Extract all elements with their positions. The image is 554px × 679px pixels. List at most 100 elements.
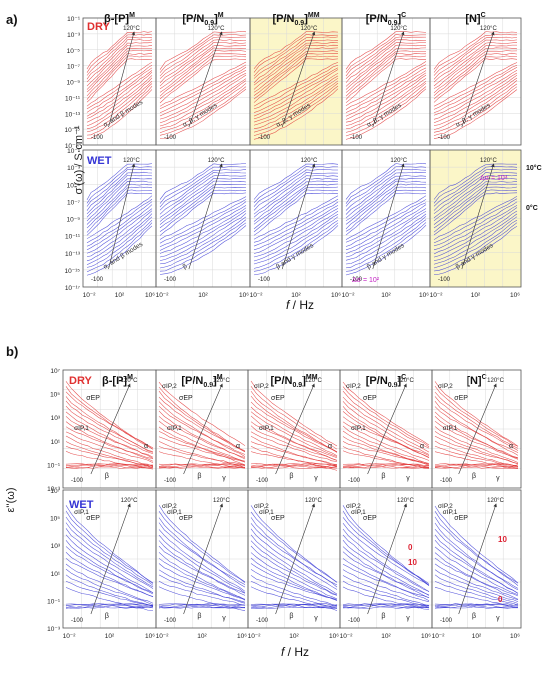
temperature-curve <box>253 210 339 258</box>
y-tick-label: 10⁻¹³ <box>65 111 81 118</box>
temperature-curve <box>250 557 338 601</box>
temperature-curve <box>159 55 247 100</box>
mode-label-sigma-ip1: σIP,1 <box>74 509 89 516</box>
temperature-curve <box>86 31 153 70</box>
temperature-curve <box>158 534 246 594</box>
temperature-curve <box>433 50 518 94</box>
temp-label-low: -100 <box>164 478 177 484</box>
temperature-curve <box>86 70 153 117</box>
temperature-curve <box>345 34 426 73</box>
temperature-curve <box>433 163 518 200</box>
temperature-curve <box>434 603 518 609</box>
temperature-curve <box>342 430 430 466</box>
curve-set <box>253 31 339 140</box>
temperature-curve <box>158 436 246 463</box>
temperature-curve <box>253 58 339 103</box>
temperature-curve <box>433 166 518 204</box>
y-tick-label: 10⁷ <box>50 368 60 375</box>
temperature-curve <box>253 192 339 236</box>
temperature-curve <box>158 522 246 585</box>
temperature-curve <box>250 569 338 600</box>
temperature-curve <box>345 171 427 211</box>
temperature-curve <box>158 504 246 583</box>
temperature-curve <box>345 31 427 70</box>
temperature-curve <box>65 558 154 597</box>
temperature-curve <box>253 33 339 73</box>
temperature-curve <box>86 67 153 113</box>
temperature-curve <box>159 72 247 120</box>
temperature-curve <box>345 78 427 126</box>
temperature-curve <box>65 435 154 467</box>
mode-label-beta: β <box>105 613 109 620</box>
mode-label-sigma-ep: σEP <box>86 395 100 402</box>
temperature-curve <box>86 83 153 133</box>
y-tick-label: 10⁻⁹ <box>67 80 81 87</box>
temperature-curve <box>342 390 430 449</box>
temperature-curve <box>345 82 427 133</box>
temp-label-low: -100 <box>440 618 453 624</box>
mode-label-gamma: γ <box>496 615 500 622</box>
temperature-curve <box>65 463 154 469</box>
temperature-curve <box>253 67 339 113</box>
temperature-curve <box>250 528 338 590</box>
temp-label-high: 120°C <box>397 498 414 504</box>
temperature-curve <box>86 39 153 80</box>
temperature-curve <box>345 58 427 103</box>
temperature-curve <box>65 505 154 584</box>
column-title: [P/N0.9]M <box>181 374 222 389</box>
mode-label-sigma-ep: σEP <box>179 395 193 402</box>
mode-label-gamma: γ <box>496 475 500 482</box>
temp-label-high: 120°C <box>301 158 318 164</box>
temperature-curve <box>342 463 430 469</box>
curve-set <box>253 163 339 276</box>
temperature-curve <box>253 88 339 140</box>
mode-label-gamma: γ <box>406 475 410 482</box>
temperature-curve <box>342 586 430 610</box>
temperature-curve <box>345 47 427 90</box>
temperature-curve <box>159 50 247 93</box>
temp-label-10c: 10°C <box>526 164 542 172</box>
x-tick-label: 10⁶ <box>145 292 155 299</box>
temperature-curve <box>345 44 427 87</box>
temperature-curve <box>433 183 517 225</box>
temperature-curve <box>433 44 517 87</box>
temperature-curve <box>158 463 246 469</box>
temp-label-low: -100 <box>438 277 451 283</box>
temp-label-low: -100 <box>256 618 269 624</box>
temperature-curve <box>433 205 518 251</box>
y-axis-label-a: σ'(ω) / S·cm⁻¹ <box>73 125 85 194</box>
x-tick-label: 10⁶ <box>237 633 247 640</box>
temperature-curve <box>158 563 246 600</box>
temperature-curve <box>253 183 339 225</box>
temperature-curve <box>250 463 338 469</box>
temperature-curve <box>86 171 153 211</box>
temperature-arrow <box>108 31 136 128</box>
mode-label-beta: β <box>381 473 385 480</box>
temperature-curve <box>250 441 338 465</box>
temp-label-high: 120°C <box>480 26 497 32</box>
temp-label-high: 120°C <box>390 158 407 164</box>
temperature-curve <box>65 568 154 605</box>
temperature-curve <box>250 445 338 471</box>
temperature-curve <box>253 186 339 230</box>
temperature-curve <box>250 586 338 611</box>
temperature-curve <box>159 44 247 87</box>
temperature-curve <box>342 510 430 586</box>
temperature-curve <box>345 74 427 123</box>
temperature-curve <box>345 53 427 97</box>
temperature-curve <box>86 178 153 218</box>
mode-label-alpha: α <box>509 443 513 450</box>
x-tick-label: 10² <box>471 292 481 299</box>
temperature-curve <box>86 192 153 236</box>
temperature-curve <box>158 396 246 452</box>
temperature-curve <box>86 186 153 229</box>
temperature-curve <box>433 52 518 96</box>
temperature-curve <box>158 381 246 446</box>
mode-label-beta: β <box>289 613 293 620</box>
temperature-curve <box>65 510 154 584</box>
mode-label-sigma-ip1: σIP,1 <box>259 425 274 432</box>
temp-label-low: -100 <box>258 277 271 283</box>
temperature-curve <box>159 34 247 73</box>
temperature-curve <box>253 225 339 276</box>
